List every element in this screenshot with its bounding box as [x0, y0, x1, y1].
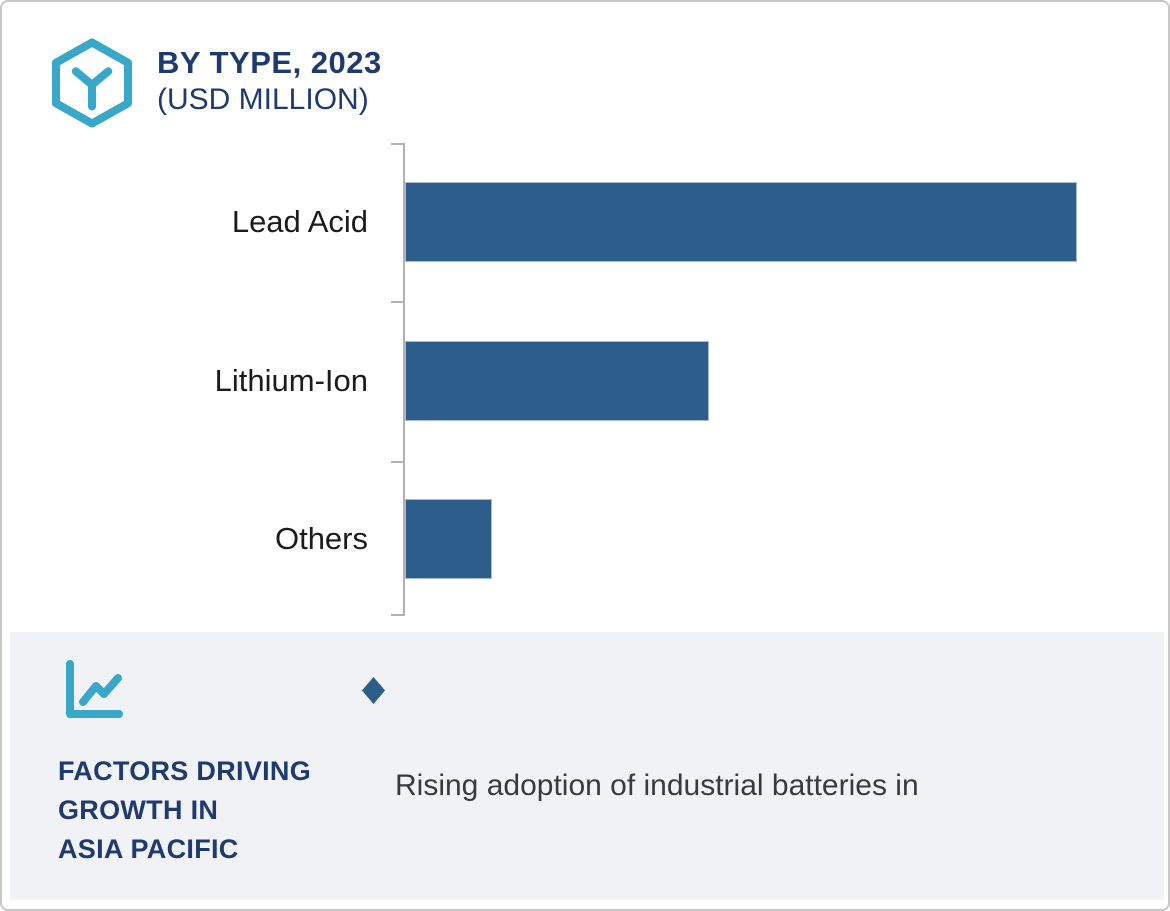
chart-row: Lithium-Ion	[2, 301, 1168, 461]
chart-row: Lead Acid	[2, 143, 1168, 301]
line-chart-icon	[66, 660, 123, 718]
chart-subtitle: (USD MILLION)	[157, 83, 369, 116]
diamond-bullet-icon	[362, 677, 385, 704]
bar-track	[405, 498, 1077, 579]
factors-heading-line: FACTORS DRIVING	[58, 756, 312, 786]
bar-others	[405, 498, 492, 579]
factors-heading-line: GROWTH IN	[58, 795, 219, 825]
bullet-text: Rising adoption of industrial batteries …	[395, 769, 919, 802]
bar-lithium-ion	[405, 341, 709, 421]
y-axis-tick	[391, 461, 403, 463]
bar-track	[405, 341, 1077, 421]
bar-lead-acid	[405, 182, 1077, 262]
bar-track	[405, 182, 1077, 262]
factors-panel: FACTORS DRIVING GROWTH IN ASIA PACIFIC R…	[10, 632, 1164, 900]
chart-header: BY TYPE, 2023 (USD MILLION)	[157, 44, 382, 118]
y-axis-line	[403, 143, 405, 616]
bullet-item: Rising adoption of industrial batteries …	[362, 666, 1142, 909]
category-label: Lithium-Ion	[214, 363, 368, 398]
chart-title: BY TYPE, 2023	[157, 45, 382, 80]
category-label: Others	[274, 520, 368, 556]
y-axis-tick	[391, 301, 403, 303]
chart-row: Others	[2, 461, 1168, 616]
y-axis-tick	[391, 143, 403, 145]
category-label: Lead Acid	[231, 204, 368, 239]
hexagon-cube-icon	[51, 38, 133, 128]
bar-chart: Lead Acid Lithium-Ion Others	[2, 143, 1168, 616]
factors-heading: FACTORS DRIVING GROWTH IN ASIA PACIFIC	[58, 752, 311, 869]
y-axis-tick	[391, 614, 403, 616]
factors-bullet-list: Rising adoption of industrial batteries …	[362, 666, 1142, 909]
factors-heading-line: ASIA PACIFIC	[58, 834, 239, 864]
